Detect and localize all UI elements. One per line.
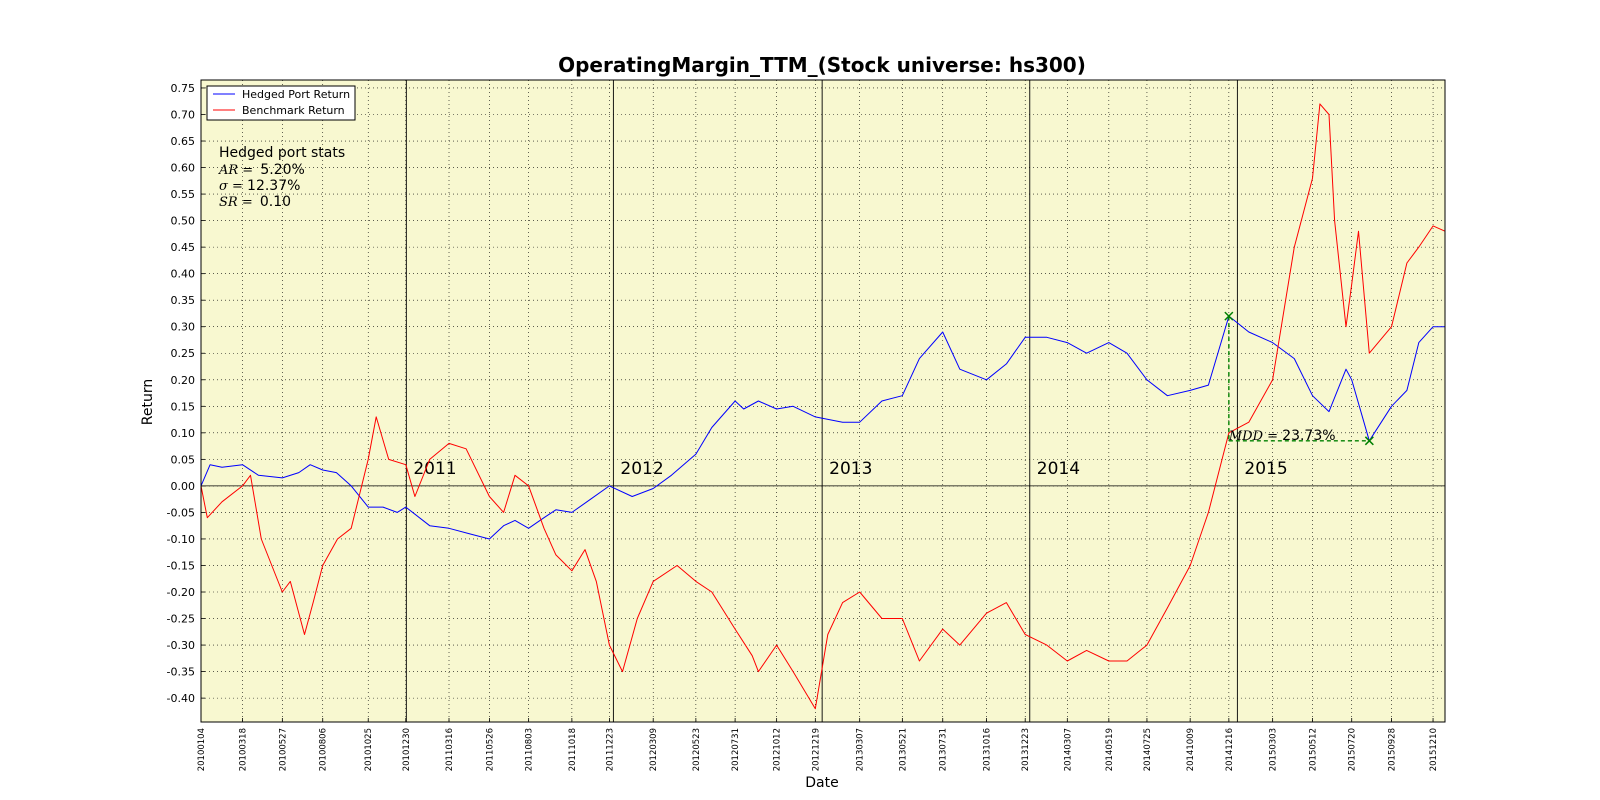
series-layer — [200, 103, 1446, 710]
y-tick-label: 0.40 — [171, 268, 196, 281]
x-tick-label: 20120523 — [692, 728, 702, 771]
x-tick-label: 20131016 — [983, 728, 993, 771]
y-tick-label: -0.05 — [167, 506, 195, 519]
x-tick-label: 20131223 — [1021, 728, 1031, 771]
mdd-marker-stroke — [1224, 311, 1234, 321]
stat-sr-label: SR = — [219, 195, 257, 210]
stat-sr-value: 0.10 — [260, 194, 291, 210]
year-label: 2013 — [829, 459, 872, 479]
y-tick-label: 0.55 — [171, 188, 196, 201]
plot-frame — [200, 79, 1446, 723]
x-tick-label: 20100104 — [197, 728, 207, 771]
x-tick-label: 20150720 — [1348, 728, 1358, 771]
x-tick-label: 20101230 — [402, 728, 412, 771]
y-tick-label: 0.45 — [171, 241, 196, 254]
stat-sr: SR = 0.10 — [219, 194, 291, 210]
legend-label-benchmark: Benchmark Return — [242, 104, 345, 117]
x-tick-label: 20150512 — [1308, 728, 1318, 771]
y-tick-label: 0.30 — [171, 321, 196, 334]
y-tick-label: 0.15 — [171, 400, 196, 413]
x-tick-label: 20111018 — [568, 728, 578, 771]
legend-label-hedged: Hedged Port Return — [242, 88, 350, 101]
stats-box: Hedged port stats AR = 5.20% σ = 12.37% … — [218, 145, 345, 210]
mdd-label: MDD = 23.73% — [1228, 428, 1336, 444]
mdd-label-value: 23.73% — [1282, 428, 1335, 444]
year-label: 2012 — [620, 459, 663, 479]
x-tick-label: 20121012 — [773, 728, 783, 771]
x-tick-label: 20100527 — [278, 728, 288, 771]
x-tick-label: 20110526 — [485, 728, 495, 771]
y-tick-label: 0.70 — [171, 108, 196, 121]
hedged-port-line — [200, 315, 1445, 540]
y-tick-label: 0.75 — [171, 82, 196, 95]
x-tick-label: 20141009 — [1186, 728, 1196, 771]
legend: Hedged Port Return Benchmark Return — [206, 85, 356, 121]
x-tick-label: 20120309 — [649, 728, 659, 771]
x-tick-label: 20140725 — [1143, 728, 1153, 771]
mdd-peak-marker — [1224, 311, 1234, 321]
x-tick-label: 20111223 — [605, 728, 615, 771]
x-tick-labels: 20100104 20100318 20100527 20100806 20101025… — [197, 728, 1439, 771]
y-tick-label: 0.35 — [171, 294, 196, 307]
year-label: 2011 — [413, 459, 456, 479]
stat-ar-value: 5.20% — [260, 162, 304, 178]
mdd-marker-stroke — [1364, 436, 1374, 446]
x-tick-label: 20100318 — [239, 728, 249, 771]
x-tick-label: 20130731 — [939, 728, 949, 771]
legend-box — [206, 85, 356, 121]
chart-title: OperatingMargin_TTM_(Stock universe: hs3… — [558, 53, 1086, 77]
y-tick-label: 0.20 — [171, 374, 196, 387]
x-tick-label: 20121219 — [811, 728, 821, 771]
mdd-label-prefix: MDD = — [1228, 429, 1282, 444]
y-tick-label: 0.50 — [171, 215, 196, 228]
y-tick-label: 0.10 — [171, 427, 196, 440]
year-label: 2015 — [1244, 459, 1287, 479]
stat-sigma: σ = 12.37% — [219, 178, 300, 194]
benchmark-line — [200, 103, 1446, 710]
y-tick-label: 0.05 — [171, 453, 196, 466]
x-tick-label: 20140307 — [1063, 728, 1073, 771]
x-tick-label: 20151210 — [1429, 728, 1439, 771]
y-tick-label: -0.20 — [167, 586, 195, 599]
y-tick-label: -0.25 — [167, 613, 195, 626]
x-tick-label: 20140519 — [1105, 728, 1115, 771]
stat-sigma-label: σ = — [219, 179, 247, 194]
y-tick-label: 0.25 — [171, 347, 196, 360]
x-axis-label: Date — [805, 775, 838, 791]
stat-sigma-value: 12.37% — [247, 178, 300, 194]
x-tick-label: 20130307 — [856, 728, 866, 771]
y-tick-label: -0.40 — [167, 692, 195, 705]
x-tick-label: 20110316 — [445, 728, 455, 771]
y-tick-label: 0.00 — [171, 480, 196, 493]
x-tick-label: 20130521 — [898, 728, 908, 771]
x-tick-label: 20150303 — [1269, 728, 1279, 771]
year-label: 2014 — [1037, 459, 1080, 479]
y-tick-label: 0.65 — [171, 135, 196, 148]
year-marker-lines: 2011 2012 2013 2014 2015 — [405, 80, 1288, 722]
x-tick-label: 20141216 — [1225, 728, 1235, 771]
y-tick-label: -0.10 — [167, 533, 195, 546]
y-tick-label: -0.15 — [167, 559, 195, 572]
plot-background — [201, 80, 1445, 722]
y-tick-label: 0.60 — [171, 162, 196, 175]
y-axis-label: Return — [140, 379, 156, 425]
x-tick-label: 20110803 — [525, 728, 535, 771]
stat-ar: AR = 5.20% — [218, 162, 305, 178]
y-tick-label: -0.30 — [167, 639, 195, 652]
y-tick-label: -0.35 — [167, 666, 195, 679]
mdd-trough-marker — [1364, 436, 1374, 446]
stats-header: Hedged port stats — [219, 145, 345, 161]
x-tick-label: 20101025 — [364, 728, 374, 771]
x-tick-label: 20150928 — [1388, 728, 1398, 771]
stat-ar-label: AR = — [218, 163, 257, 178]
x-tick-label: 20100806 — [319, 728, 329, 771]
mdd-layer: MDD = 23.73% — [1224, 311, 1374, 446]
y-tick-labels: 0.75 0.70 0.65 0.60 0.55 0.50 0.45 0.40 0.35 0.30… — [167, 82, 195, 705]
x-tick-label: 20120731 — [731, 728, 741, 771]
